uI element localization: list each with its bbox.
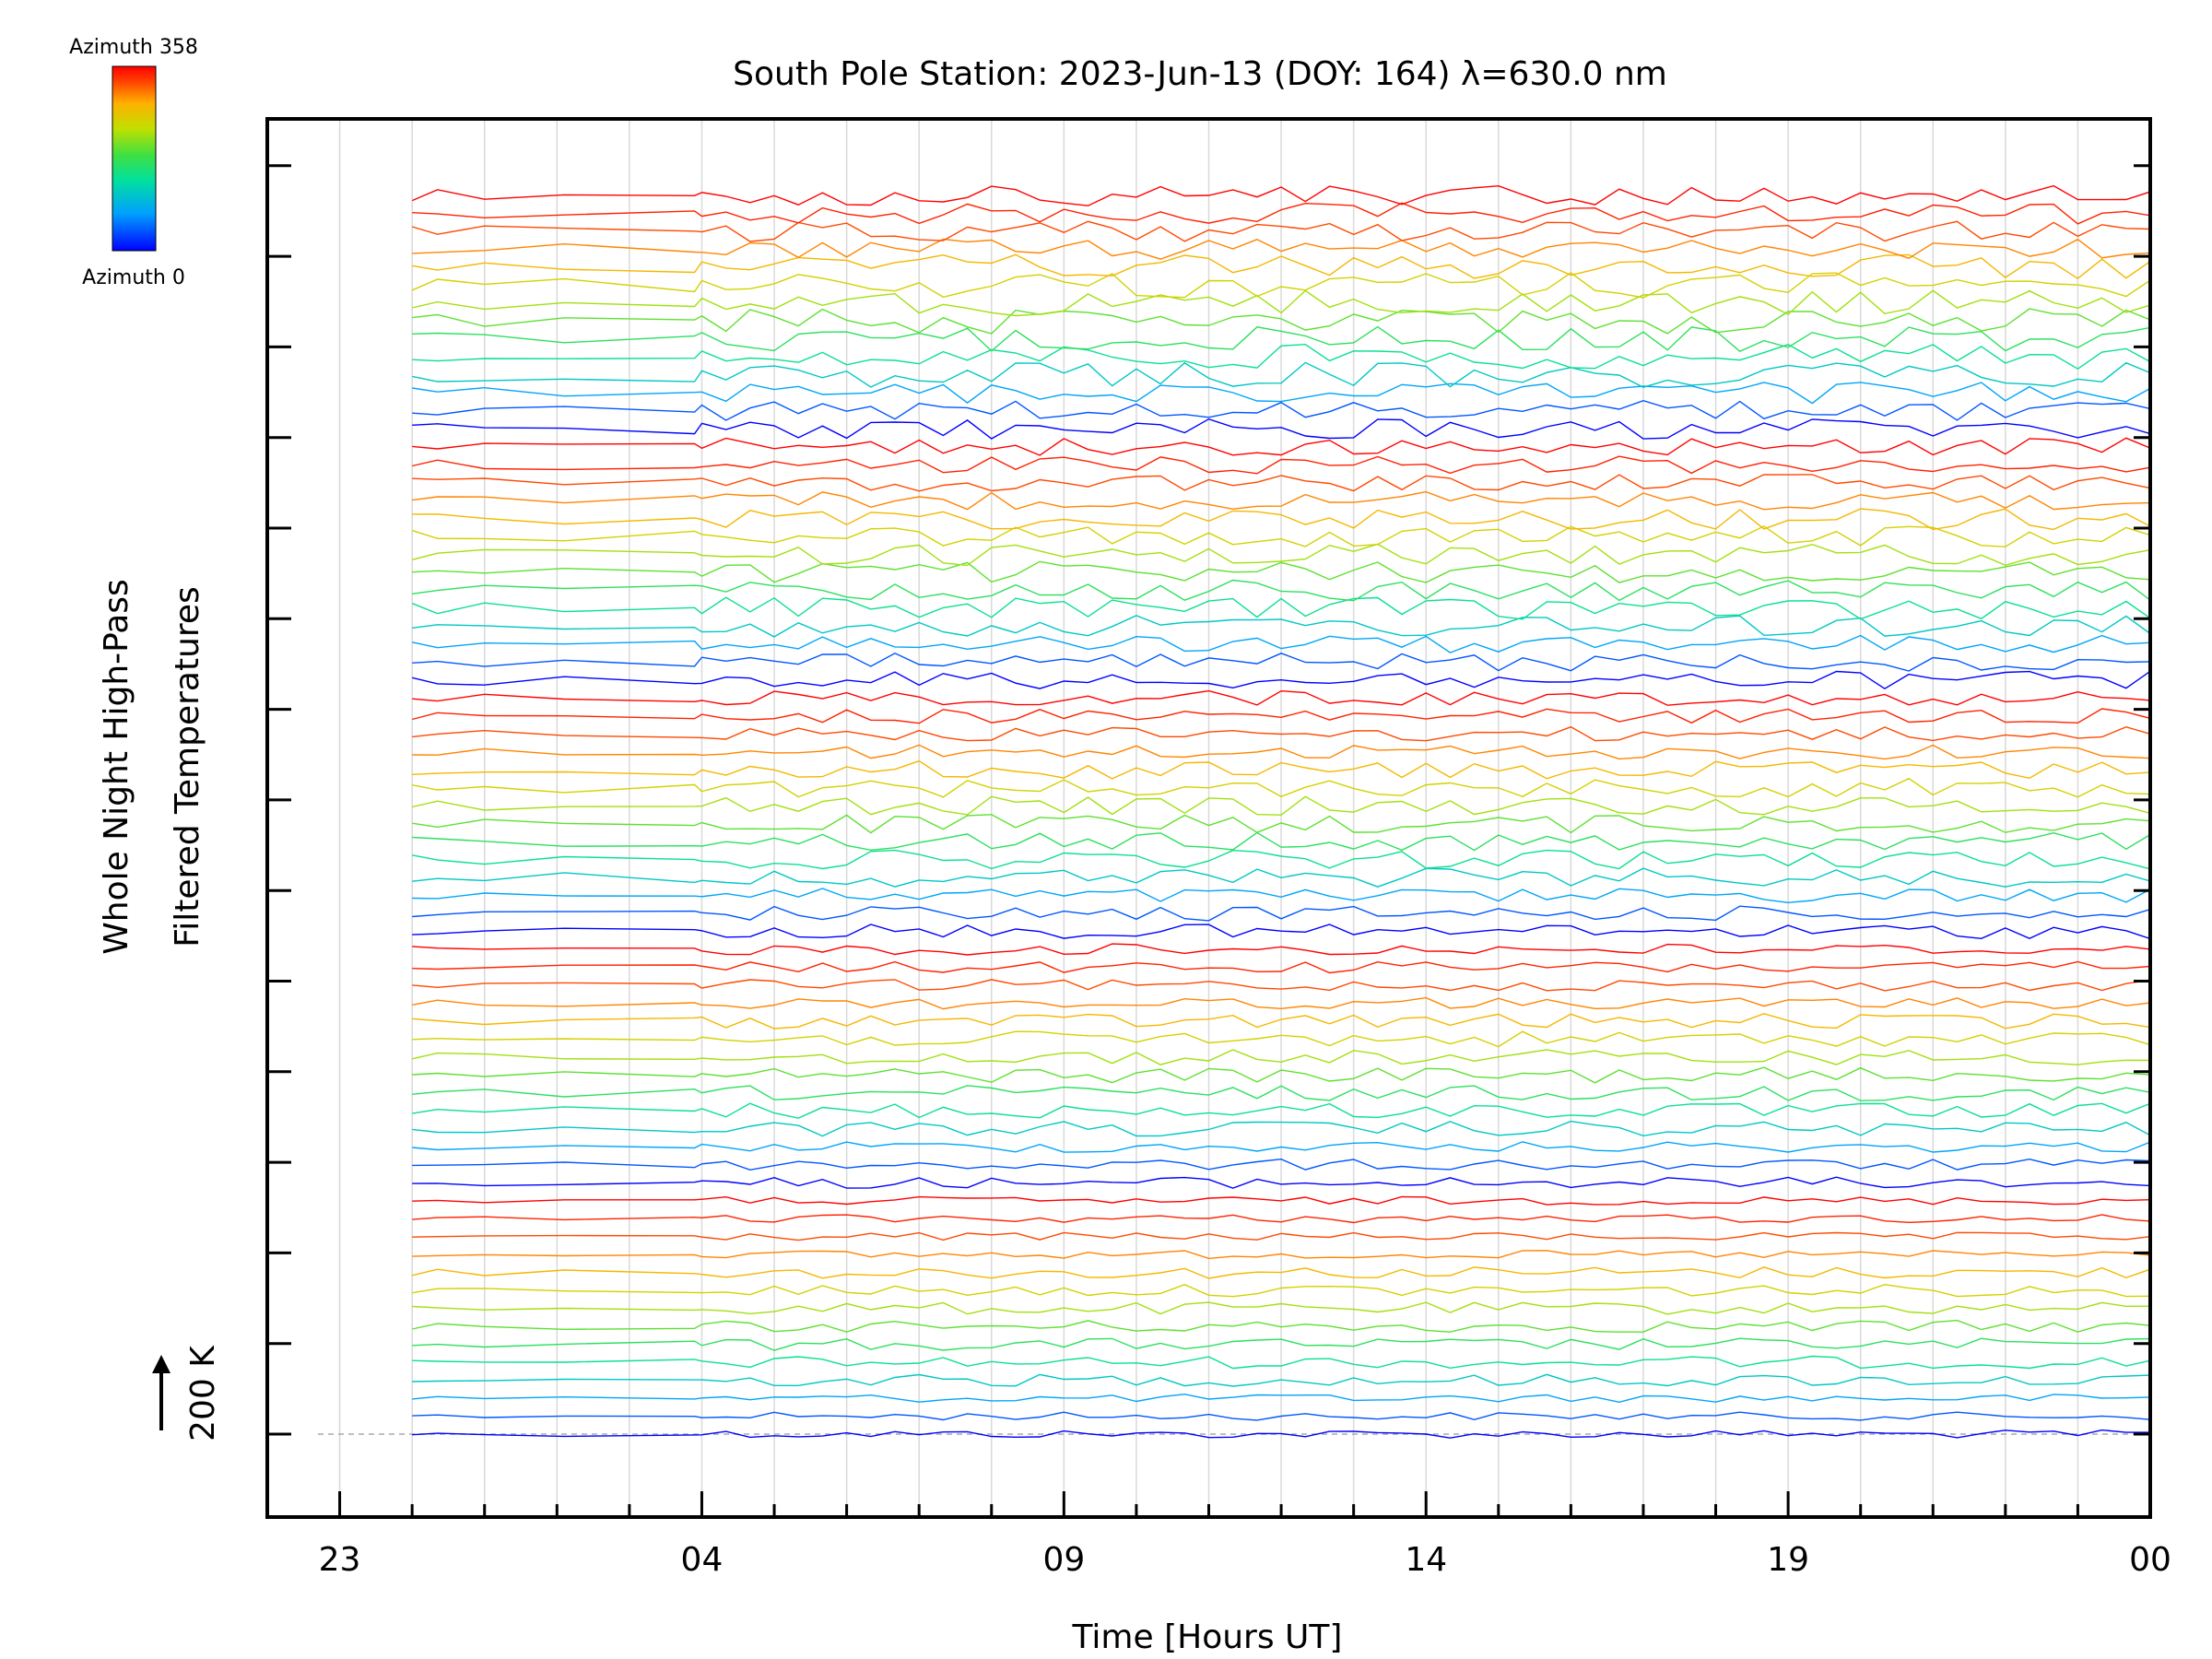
x-tick-label: 19: [1767, 1541, 1809, 1579]
series-trace: [412, 1066, 2150, 1084]
series-trace: [412, 1049, 2150, 1065]
series-trace: [412, 343, 2150, 371]
series-trace: [412, 1250, 2150, 1260]
series-trace: [412, 1085, 2150, 1101]
series-trace: [412, 615, 2150, 638]
series-trace: [412, 1301, 2150, 1315]
colorbar-label-top: Azimuth 358: [69, 36, 198, 59]
series-trace: [412, 1429, 2150, 1439]
series-trace: [412, 814, 2150, 834]
series-trace: [412, 831, 2150, 852]
scale-indicator: 200 K: [152, 1345, 222, 1441]
series-trace: [412, 777, 2150, 798]
colorbar-label-bottom: Azimuth 0: [82, 266, 185, 289]
series-trace: [412, 399, 2150, 421]
series-trace: [412, 325, 2150, 353]
series-trace: [412, 543, 2150, 567]
series-trace: [412, 1337, 2150, 1351]
series-trace: [412, 289, 2150, 317]
series-trace: [412, 361, 2150, 388]
series-trace: [412, 508, 2150, 531]
y-axis-label-line2: Filtered Temperatures: [169, 586, 206, 947]
series-trace: [411, 272, 2150, 299]
series-trace: [412, 1373, 2150, 1387]
series-trace: [412, 1319, 2150, 1333]
series-trace: [412, 238, 2150, 260]
series-trace: [412, 1030, 2150, 1048]
x-tick-label: 04: [681, 1541, 724, 1579]
series-trace: [412, 943, 2150, 956]
series-trace: [412, 560, 2150, 583]
series-trace: [412, 867, 2150, 888]
series-trace: [412, 1141, 2150, 1153]
series-trace: [412, 905, 2150, 922]
series-trace: [412, 437, 2150, 456]
series-trace: [412, 1355, 2150, 1370]
colorbar-gradient: [112, 65, 157, 252]
series-lines: [411, 184, 2150, 1439]
scale-arrow-head: [152, 1355, 171, 1373]
series-trace: [412, 653, 2150, 672]
series-trace: [412, 455, 2150, 475]
grid-lines: [338, 119, 2079, 1517]
series-trace: [412, 202, 2150, 225]
series-trace: [412, 960, 2150, 974]
chart-title: South Pole Station: 2023-Jun-13 (DOY: 16…: [733, 55, 1667, 93]
series-trace: [412, 1266, 2150, 1279]
colorbar-legend: Azimuth 358 Azimuth 0: [69, 36, 198, 289]
series-trace: [412, 708, 2150, 724]
series-trace: [412, 1231, 2150, 1241]
series-trace: [412, 634, 2150, 653]
series-trace: [412, 725, 2150, 742]
series-trace: [412, 1102, 2150, 1119]
series-trace: [412, 1176, 2150, 1189]
series-trace: [412, 1411, 2150, 1421]
series-trace: [412, 795, 2150, 816]
series-trace: [412, 308, 2150, 335]
series-trace: [412, 924, 2150, 940]
series-trace: [412, 979, 2150, 992]
series-trace: [412, 418, 2150, 440]
y-axis-label-line1: Whole Night High-Pass: [98, 579, 135, 955]
series-trace: [412, 744, 2150, 760]
series-trace: [412, 888, 2150, 904]
series-trace: [411, 220, 2150, 242]
x-tick-label: 23: [319, 1541, 361, 1579]
series-trace: [412, 474, 2150, 492]
scale-label: 200 K: [184, 1345, 222, 1441]
series-trace: [412, 996, 2150, 1010]
series-trace: [412, 1283, 2150, 1298]
x-tick-label: 09: [1042, 1541, 1085, 1579]
axis-ticks: [267, 164, 2152, 1517]
x-tick-label: 00: [2129, 1541, 2171, 1579]
series-trace: [412, 1393, 2150, 1404]
series-trace: [412, 689, 2150, 706]
series-trace: [411, 596, 2150, 620]
series-trace: [412, 579, 2150, 602]
series-trace: [411, 184, 2150, 206]
series-trace: [412, 253, 2150, 280]
x-tick-labels: 23 04 09 14 19 00: [319, 1541, 2171, 1579]
series-trace: [412, 1120, 2150, 1137]
series-trace: [412, 382, 2150, 405]
x-axis-label: Time [Hours UT]: [1072, 1618, 1343, 1656]
series-trace: [412, 759, 2150, 780]
series-trace: [412, 1013, 2150, 1030]
series-trace: [412, 1214, 2150, 1224]
series-trace: [412, 1195, 2150, 1206]
series-trace: [412, 490, 2150, 511]
series-trace: [411, 525, 2150, 547]
series-trace: [412, 1158, 2150, 1171]
series-trace: [412, 849, 2150, 870]
x-tick-label: 14: [1405, 1541, 1447, 1579]
series-trace: [412, 670, 2150, 690]
